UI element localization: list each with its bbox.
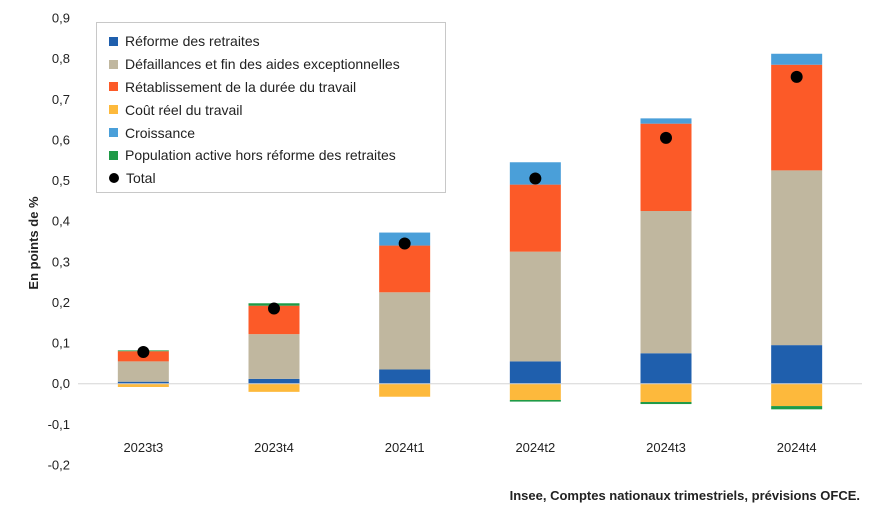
bar-segment <box>379 245 431 293</box>
x-tick-label: 2023t3 <box>123 440 163 455</box>
total-marker <box>790 70 803 83</box>
legend-label-reforme: Réforme des retraites <box>125 33 260 50</box>
bar-segment <box>379 292 431 370</box>
y-tick-label: 0,6 <box>52 132 70 147</box>
total-marker <box>398 237 411 250</box>
y-tick-label: 0,4 <box>52 214 70 229</box>
legend-swatch-retablissement <box>109 82 118 92</box>
bar-segment <box>771 170 823 346</box>
y-tick-label: 0,1 <box>52 336 70 351</box>
total-marker <box>660 131 672 144</box>
bar-segment <box>117 383 169 387</box>
bar-segment <box>379 383 431 397</box>
bar-segment <box>509 251 561 362</box>
legend-label-total: Total <box>126 170 156 187</box>
y-tick-label: 0,8 <box>52 51 70 66</box>
legend-item-reforme: Réforme des retraites <box>109 30 445 53</box>
bar-segment <box>509 184 561 252</box>
y-tick-label: 0,9 <box>52 11 70 26</box>
bar-segment <box>640 383 692 403</box>
legend-label-population: Population active hors réforme des retra… <box>125 147 396 164</box>
x-tick-label: 2024t1 <box>385 440 425 455</box>
bar-segment <box>771 406 823 410</box>
x-tick-label: 2024t4 <box>777 440 817 455</box>
bar-segment <box>509 361 561 384</box>
bar-segment <box>379 369 431 384</box>
legend-swatch-defaillances <box>109 59 118 69</box>
legend-item-defaillances: Défaillances et fin des aides exceptionn… <box>109 53 445 76</box>
legend-item-population: Population active hors réforme des retra… <box>109 144 445 167</box>
bar-segment <box>509 399 561 402</box>
bar-segment <box>771 383 823 407</box>
total-marker <box>268 302 280 315</box>
bar-segment <box>509 383 561 400</box>
bar-segment <box>640 118 692 124</box>
bar-segment <box>248 378 300 384</box>
total-markers <box>137 70 803 359</box>
legend-swatch-cout-reel <box>109 105 118 115</box>
bar-segment <box>117 381 169 384</box>
legend-item-total: Total <box>109 167 445 190</box>
bar-segment <box>771 53 823 65</box>
legend-swatch-reforme <box>109 36 118 46</box>
y-tick-label: 0,0 <box>52 376 70 391</box>
bar-segment <box>117 361 169 382</box>
y-axis-title: En points de % <box>26 196 41 290</box>
legend-swatch-population <box>109 150 118 160</box>
y-tick-label: 0,5 <box>52 173 70 188</box>
legend-dot-total <box>109 173 119 184</box>
y-axis: -0,2 -0,1 0,0 0,1 0,2 0,3 0,4 0,5 0,6 0,7 0,8 0,9 <box>48 11 70 473</box>
bar-segment <box>640 353 692 384</box>
x-tick-label: 2024t2 <box>515 440 555 455</box>
legend-label-cout-reel: Coût réel du travail <box>125 101 243 118</box>
legend-label-croissance: Croissance <box>125 124 196 141</box>
legend-item-croissance: Croissance <box>109 121 445 144</box>
total-marker <box>529 172 542 185</box>
legend-label-defaillances: Défaillances et fin des aides exceptionn… <box>125 56 400 73</box>
legend: Réforme des retraites Défaillances et fi… <box>96 22 446 193</box>
x-axis: 2023t3 2023t4 2024t1 2024t2 2024t3 2024t4 <box>123 440 816 455</box>
y-tick-label: 0,2 <box>52 295 70 310</box>
legend-label-retablissement: Rétablissement de la durée du travail <box>125 78 357 95</box>
y-tick-label: -0,1 <box>48 417 70 432</box>
bar-segment <box>771 345 823 384</box>
bar-segment <box>640 402 692 405</box>
y-tick-label: -0,2 <box>48 458 70 473</box>
y-tick-label: 0,7 <box>52 92 70 107</box>
legend-item-retablissement: Rétablissement de la durée du travail <box>109 76 445 99</box>
bar-segment <box>248 334 300 379</box>
total-marker <box>137 346 150 359</box>
bar-segment <box>640 211 692 354</box>
source-note: Insee, Comptes nationaux trimestriels, p… <box>509 488 860 503</box>
legend-swatch-croissance <box>109 128 118 138</box>
x-tick-label: 2023t4 <box>254 440 294 455</box>
x-tick-label: 2024t3 <box>646 440 686 455</box>
y-tick-label: 0,3 <box>52 254 70 269</box>
bar-segment <box>248 383 300 392</box>
legend-item-cout-reel: Coût réel du travail <box>109 98 445 121</box>
